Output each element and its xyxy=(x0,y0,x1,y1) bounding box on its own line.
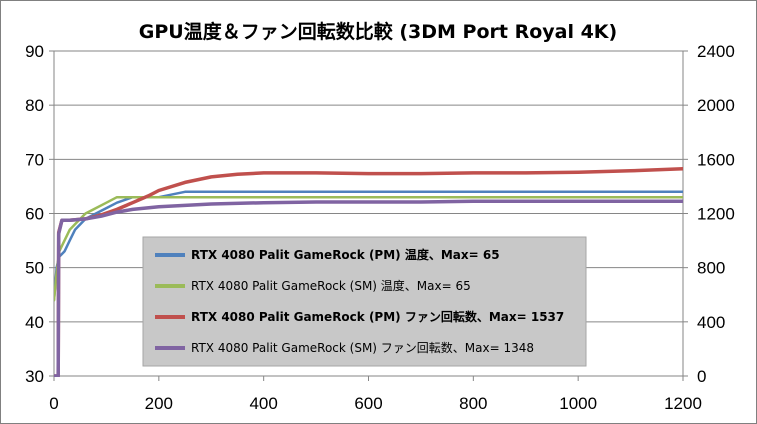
x-tick-label: 400 xyxy=(249,394,277,413)
y2-tick-label: 2000 xyxy=(697,96,735,115)
y-tick-label: 60 xyxy=(25,205,44,224)
y2-tick-label: 1200 xyxy=(697,205,735,224)
legend-label: RTX 4080 Palit GameRock (PM) ファン回転数、Max=… xyxy=(191,309,564,324)
y2-tick-label: 2400 xyxy=(697,42,735,61)
x-tick-label: 600 xyxy=(354,394,382,413)
y2-tick-label: 0 xyxy=(697,367,706,386)
legend-label: RTX 4080 Palit GameRock (SM) 温度、Max= 65 xyxy=(191,278,471,293)
y-tick-label: 50 xyxy=(25,259,44,278)
series-line-1 xyxy=(54,195,683,302)
series-line-3 xyxy=(54,199,683,377)
y-tick-label: 80 xyxy=(25,96,44,115)
x-tick-label: 1000 xyxy=(559,394,597,413)
x-tick-label: 0 xyxy=(49,394,58,413)
chart-title: GPU温度＆ファン回転数比較 (3DM Port Royal 4K) xyxy=(139,20,617,43)
y2-tick-label: 1600 xyxy=(697,150,735,169)
y2-tick-label: 800 xyxy=(697,259,725,278)
x-tick-label: 800 xyxy=(459,394,487,413)
legend: RTX 4080 Palit GameRock (PM) 温度、Max= 65 R… xyxy=(142,236,587,367)
legend-label: RTX 4080 Palit GameRock (SM) ファン回転数、Max=… xyxy=(191,340,534,355)
legend-box xyxy=(142,236,587,367)
plot-area: 30 40 50 60 70 80 90 0 400 800 1200 1600 2000 2400 0 20… xyxy=(25,42,735,413)
y-tick-label: 70 xyxy=(25,150,44,169)
x-tick-label: 200 xyxy=(145,394,173,413)
legend-label: RTX 4080 Palit GameRock (PM) 温度、Max= 65 xyxy=(191,247,500,262)
series-lines xyxy=(54,167,683,377)
y2-tick-label: 400 xyxy=(697,313,725,332)
y-tick-label: 90 xyxy=(25,42,44,61)
x-tick-label: 1200 xyxy=(664,394,702,413)
y-tick-label: 30 xyxy=(25,367,44,386)
y-tick-label: 40 xyxy=(25,313,44,332)
